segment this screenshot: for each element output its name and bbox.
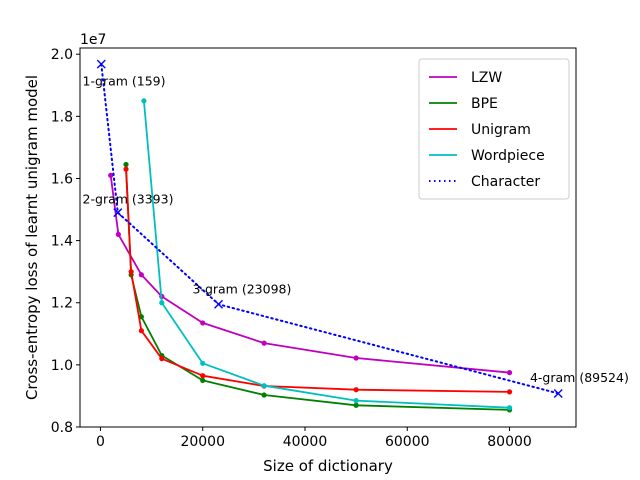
legend-label: Character [471, 174, 540, 190]
series-line-unigram [125, 168, 511, 393]
x-marker-stroke [214, 299, 224, 309]
data-point-wordpiece [141, 98, 147, 104]
data-point-lzw [353, 355, 359, 361]
x-tick-label: 0 [96, 434, 105, 450]
chart-series [96, 59, 563, 413]
data-point-lzw [108, 172, 114, 178]
legend-box [418, 58, 570, 200]
data-point-lzw [261, 340, 267, 346]
y-axis-label: Cross-entropy loss of learnt unigram mod… [23, 75, 41, 400]
legend-label: Wordpiece [471, 148, 545, 164]
y-tick-label: 1.8 [51, 109, 73, 125]
data-point-bpe [261, 392, 267, 398]
data-point-character [553, 388, 563, 398]
plot-area-frame [79, 47, 577, 428]
y-tick-label: 2.0 [51, 47, 73, 63]
data-point-unigram [138, 328, 144, 334]
data-point-wordpiece [353, 397, 359, 404]
x-marker-stroke [113, 208, 123, 218]
data-point-bpe [200, 377, 206, 384]
y-tick-label: 0.8 [51, 420, 73, 436]
data-point-wordpiece [200, 360, 206, 366]
data-point-unigram [128, 269, 134, 275]
x-marker-stroke [553, 388, 563, 398]
data-point-lzw [138, 272, 144, 278]
data-point-lzw [115, 231, 121, 237]
x-tick-label: 80000 [487, 434, 532, 450]
data-point-unigram [353, 387, 359, 393]
x-tick-label: 20000 [180, 434, 225, 450]
annotation-label: 1-gram (159) [83, 73, 166, 88]
series-line-wordpiece [142, 99, 511, 409]
data-point-unigram [200, 373, 206, 379]
x-tick-label: 60000 [385, 434, 430, 450]
chart-ticks: 0 20000 40000 60000 80000 0.8 1.0 1.2 1.4 1.6 1.8 2… [51, 47, 532, 450]
y-tick-label: 1.4 [51, 234, 73, 250]
y-axis-offset-label: 1e7 [80, 32, 106, 48]
data-point-bpe [123, 161, 129, 168]
x-marker-stroke [96, 59, 106, 69]
y-tick-label: 1.0 [51, 358, 73, 374]
annotation-label: 4-gram (89524) [530, 370, 629, 385]
legend-label: Unigram [471, 122, 531, 138]
data-point-lzw [200, 320, 206, 326]
legend-label: BPE [471, 96, 498, 112]
data-point-unigram [159, 356, 165, 362]
data-point-character [214, 299, 224, 309]
y-tick-label: 1.6 [51, 171, 73, 187]
series-line-character [100, 63, 560, 395]
data-point-lzw [506, 370, 513, 376]
data-point-wordpiece [261, 383, 267, 389]
data-point-unigram [506, 389, 513, 395]
data-point-character [113, 208, 123, 218]
chart-legend: LZW BPE Unigram Wordpiece Character [418, 58, 570, 200]
data-point-wordpiece [506, 405, 513, 411]
y-tick-label: 1.2 [51, 296, 73, 312]
data-point-unigram [123, 166, 129, 172]
series-line-bpe [125, 163, 511, 411]
chart-annotations: 1-gram (159) 2-gram (3393) 3-gram (23098) 4… [83, 73, 629, 385]
series-line-lzw [109, 174, 511, 374]
data-point-wordpiece [159, 300, 165, 306]
legend-label: LZW [471, 70, 502, 86]
annotation-label: 3-gram (23098) [192, 281, 291, 296]
data-point-character [96, 59, 106, 69]
x-axis-label: Size of dictionary [263, 457, 393, 475]
data-point-bpe [353, 402, 359, 408]
annotation-label: 2-gram (3393) [83, 191, 174, 206]
x-tick-label: 40000 [283, 434, 328, 450]
